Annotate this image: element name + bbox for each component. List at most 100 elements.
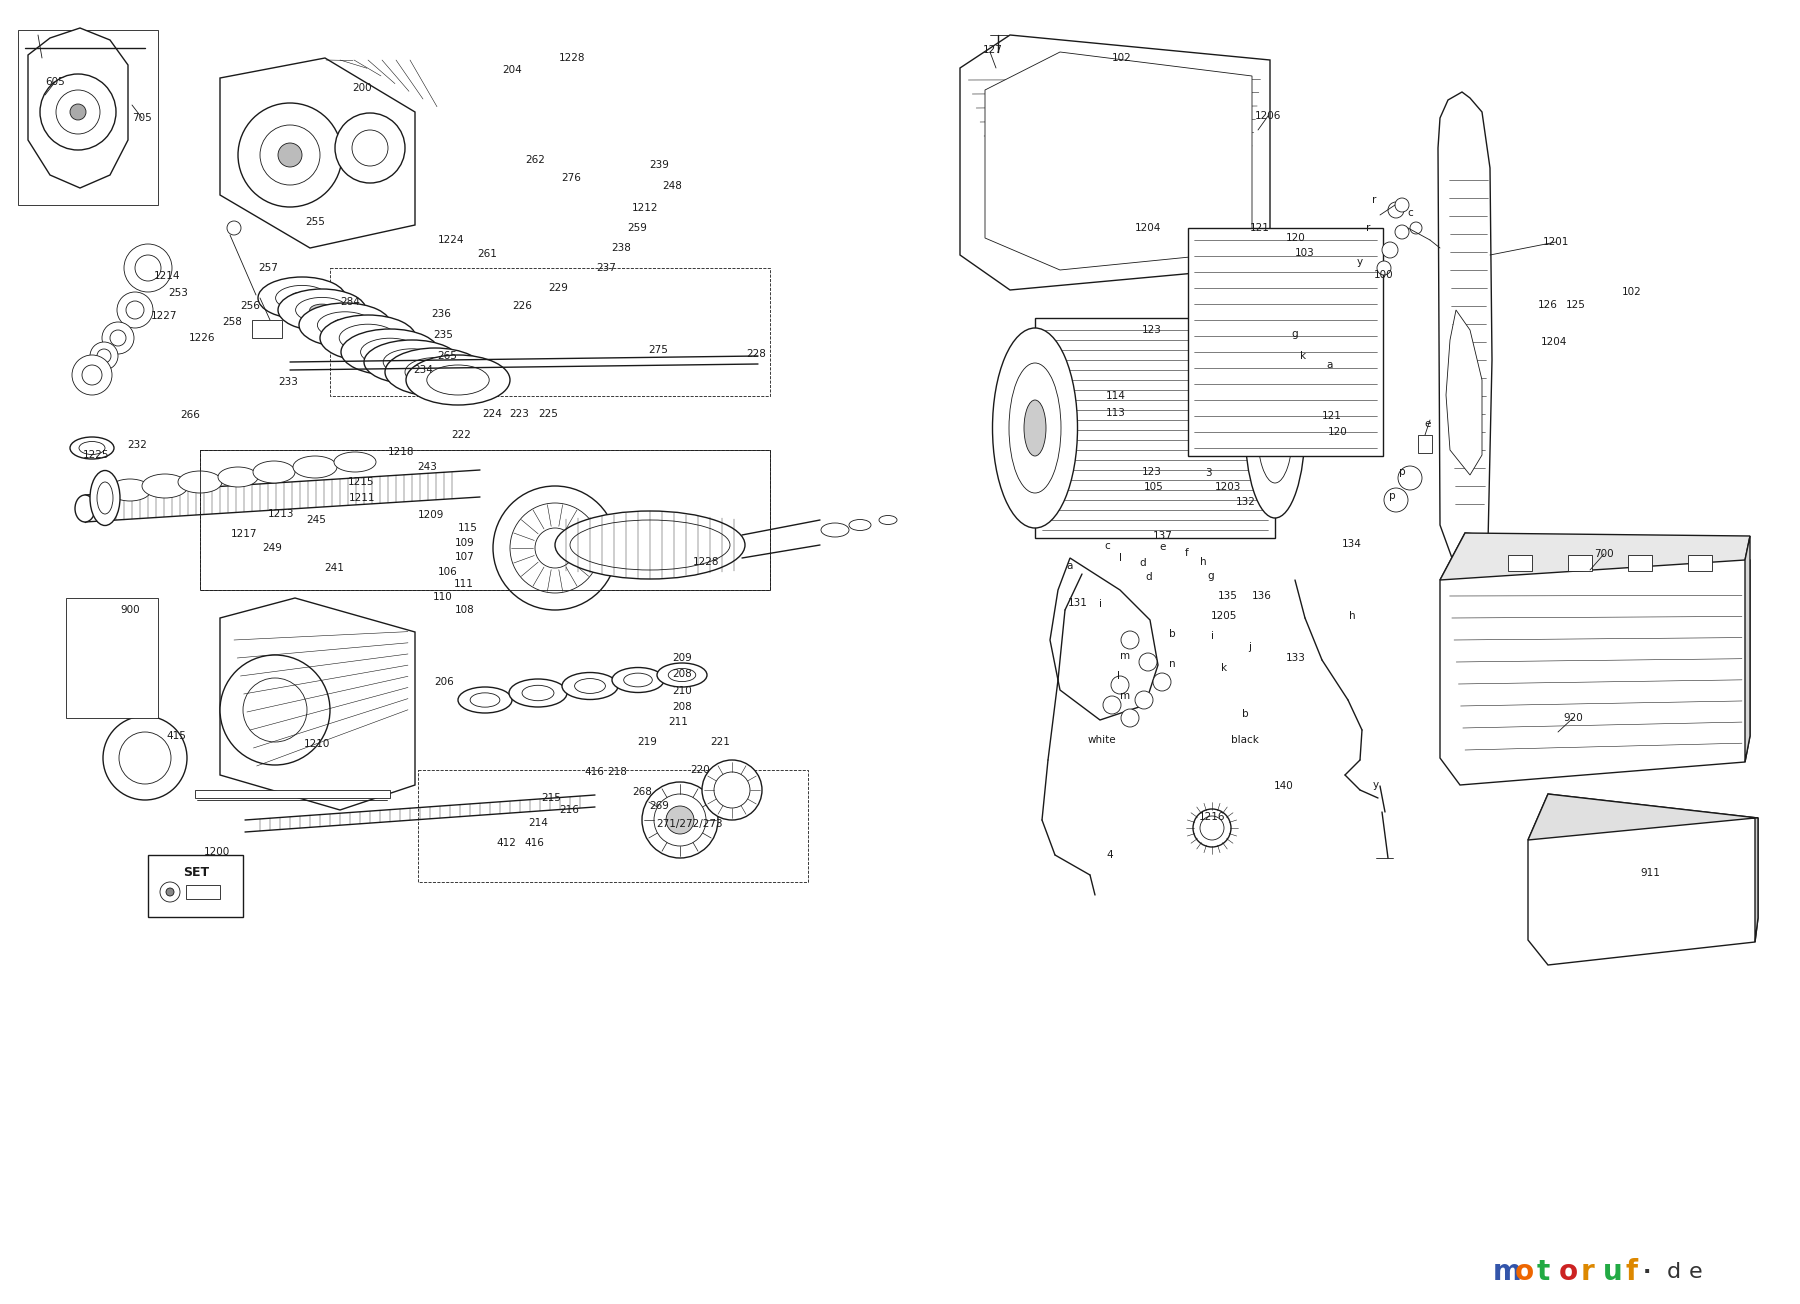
- Bar: [194, 790, 391, 798]
- Bar: [1188, 228, 1382, 456]
- Text: t: t: [1537, 1258, 1550, 1286]
- Text: k: k: [1300, 351, 1307, 361]
- Polygon shape: [1440, 533, 1750, 580]
- Text: 102: 102: [1112, 53, 1132, 63]
- Text: y: y: [1373, 780, 1379, 790]
- Text: 416: 416: [583, 767, 605, 777]
- Text: 125: 125: [1566, 300, 1586, 310]
- Bar: [329, 269, 770, 396]
- Text: ·: ·: [1643, 1262, 1651, 1282]
- Text: 262: 262: [526, 155, 545, 166]
- Text: 276: 276: [562, 173, 581, 183]
- Text: 209: 209: [671, 653, 691, 662]
- Ellipse shape: [76, 496, 95, 522]
- Polygon shape: [1438, 93, 1492, 570]
- Text: 108: 108: [455, 605, 475, 615]
- Text: j: j: [1249, 642, 1251, 652]
- Text: i: i: [1098, 599, 1102, 609]
- Ellipse shape: [90, 471, 121, 526]
- Text: 204: 204: [502, 65, 522, 76]
- Text: 137: 137: [1154, 531, 1174, 541]
- Bar: [1568, 556, 1591, 571]
- Circle shape: [1409, 222, 1422, 233]
- Text: 237: 237: [596, 263, 616, 273]
- Text: 238: 238: [610, 243, 632, 253]
- Text: 115: 115: [457, 523, 479, 533]
- Circle shape: [1121, 631, 1139, 649]
- Ellipse shape: [878, 515, 896, 524]
- Text: 1210: 1210: [304, 739, 329, 748]
- Text: 268: 268: [632, 788, 652, 797]
- Text: 105: 105: [1145, 482, 1165, 492]
- Text: 266: 266: [180, 409, 200, 420]
- Circle shape: [643, 782, 718, 858]
- Text: 233: 233: [277, 377, 299, 387]
- Circle shape: [117, 292, 153, 329]
- Text: 4: 4: [1107, 850, 1114, 861]
- Text: e: e: [1426, 419, 1431, 429]
- Text: 140: 140: [1274, 781, 1294, 792]
- Text: r: r: [1372, 196, 1377, 205]
- Text: p: p: [1399, 467, 1406, 477]
- Text: 121: 121: [1249, 223, 1271, 233]
- Text: 232: 232: [128, 439, 148, 450]
- Text: 211: 211: [668, 717, 688, 728]
- Text: 113: 113: [1105, 408, 1127, 419]
- Text: c: c: [1103, 541, 1111, 552]
- Ellipse shape: [509, 679, 567, 707]
- Text: r: r: [1580, 1258, 1595, 1286]
- Text: b: b: [1168, 629, 1175, 639]
- Text: e: e: [1688, 1262, 1703, 1282]
- Polygon shape: [1744, 536, 1750, 762]
- Text: 911: 911: [1640, 868, 1660, 878]
- Text: c: c: [1408, 209, 1413, 218]
- Text: h: h: [1348, 612, 1355, 621]
- Text: 120: 120: [1328, 426, 1348, 437]
- Text: 228: 228: [745, 349, 767, 359]
- Circle shape: [220, 655, 329, 765]
- Circle shape: [1154, 673, 1172, 691]
- Text: 127: 127: [983, 46, 1003, 55]
- Text: SET: SET: [184, 866, 209, 879]
- Bar: [200, 450, 770, 589]
- Bar: [67, 599, 158, 719]
- Ellipse shape: [290, 292, 315, 304]
- Polygon shape: [1755, 818, 1759, 941]
- Ellipse shape: [554, 511, 745, 579]
- Text: 133: 133: [1285, 653, 1307, 662]
- Text: 1204: 1204: [1541, 336, 1568, 347]
- Ellipse shape: [1193, 808, 1231, 848]
- Circle shape: [1136, 691, 1154, 709]
- Polygon shape: [29, 27, 128, 188]
- Text: 135: 135: [1219, 591, 1238, 601]
- Text: 705: 705: [131, 113, 151, 123]
- Ellipse shape: [70, 437, 113, 459]
- Text: 234: 234: [412, 365, 434, 376]
- Text: 121: 121: [1321, 411, 1343, 421]
- Text: 102: 102: [1622, 287, 1642, 297]
- Ellipse shape: [1246, 338, 1305, 518]
- Bar: [418, 769, 808, 882]
- Text: d: d: [1145, 572, 1152, 582]
- Text: 1201: 1201: [1543, 237, 1570, 246]
- Circle shape: [238, 103, 342, 207]
- Ellipse shape: [612, 668, 664, 692]
- Text: 1216: 1216: [1199, 812, 1226, 822]
- Bar: [1035, 318, 1274, 539]
- Text: 265: 265: [437, 351, 457, 361]
- Text: l: l: [1118, 553, 1121, 563]
- Text: 214: 214: [527, 818, 547, 828]
- Text: g: g: [1292, 329, 1298, 339]
- Circle shape: [1103, 696, 1121, 715]
- Text: r: r: [1366, 223, 1370, 233]
- Text: y: y: [1357, 257, 1363, 267]
- Circle shape: [1111, 675, 1129, 694]
- Text: 248: 248: [662, 181, 682, 190]
- Text: e: e: [1159, 542, 1166, 552]
- Text: 123: 123: [1141, 467, 1163, 477]
- Text: 200: 200: [353, 83, 373, 93]
- Text: 206: 206: [434, 677, 454, 687]
- Text: 1206: 1206: [1255, 111, 1282, 121]
- Circle shape: [1121, 709, 1139, 728]
- Circle shape: [1388, 202, 1404, 218]
